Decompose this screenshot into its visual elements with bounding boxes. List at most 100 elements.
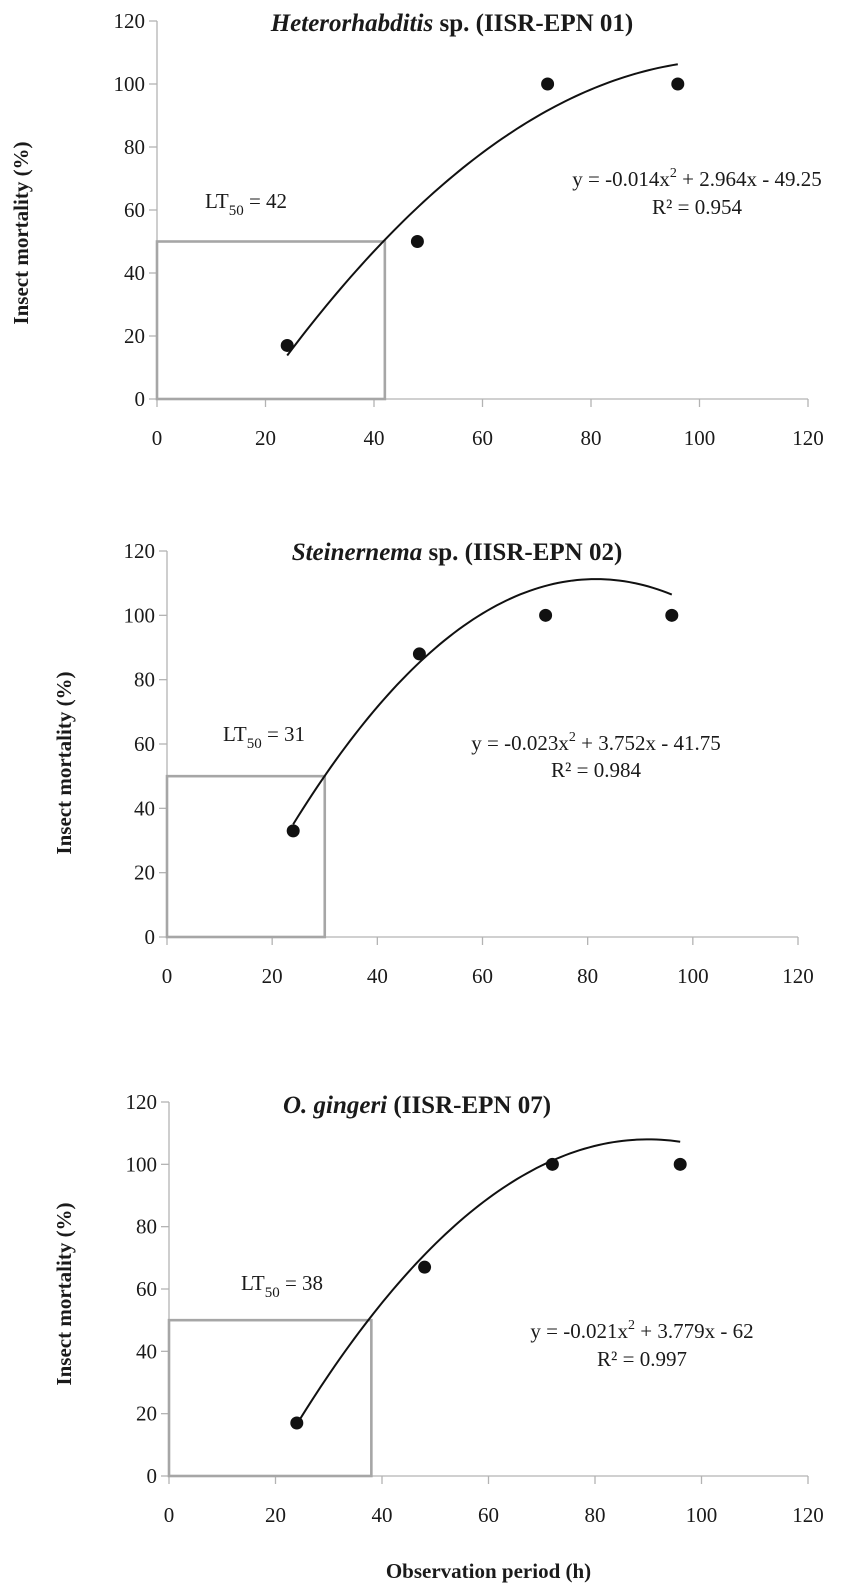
x-axis-label: Observation period (h) [386,1559,591,1583]
y-tick-label: 20 [134,861,155,885]
data-point [280,338,294,352]
y-tick-label: 120 [124,539,156,563]
y-tick-label: 40 [124,261,145,285]
equation-part: + 3.752x - 41.75 [576,731,721,755]
data-point [410,235,424,248]
x-tick-label: 120 [782,964,814,988]
x-tick-label: 0 [162,964,173,988]
x-tick-label: 60 [472,426,493,450]
data-point [290,1416,304,1430]
equation-exponent: 2 [628,1318,635,1333]
x-tick-label: 40 [367,964,388,988]
trendline [295,1138,681,1425]
y-tick-label: 40 [136,1339,157,1363]
lt50-value: = 38 [280,1271,323,1295]
lt50-label: LT50 = 42 [205,189,287,219]
x-tick-label: 80 [581,426,602,450]
x-tick-label: 60 [472,964,493,988]
lt50-label: LT50 = 38 [241,1271,323,1301]
y-tick-label: 0 [135,387,146,411]
data-point [541,77,555,91]
lt50-subscript: 50 [229,203,244,219]
y-tick-label: 80 [124,135,145,159]
equation-part: + 3.779x - 62 [635,1319,754,1343]
regression-equation: y = -0.014x2 + 2.964x - 49.25 [572,166,821,191]
x-tick-label: 20 [265,1503,286,1527]
regression-equation: y = -0.021x2 + 3.779x - 62 [530,1318,753,1343]
y-tick-label: 20 [136,1402,157,1426]
data-point [539,608,553,622]
lt50-prefix: LT [223,722,247,746]
equation-exponent: 2 [670,166,677,181]
trendline [292,578,673,825]
lt50-prefix: LT [205,189,229,213]
chart-title-species: Heterorhabditis [270,10,434,37]
x-tick-label: 40 [372,1503,393,1527]
chart-panel-2: 0 20 40 60 80 100 120 0 20 40 60 80 100 120 Steinernem… [52,539,814,988]
r-squared-label: R² = 0.984 [551,758,641,782]
y-tick-label: 120 [114,9,146,33]
x-tick-label: 0 [152,426,163,450]
y-axis-label: Insect mortality (%) [52,671,76,854]
x-tick-label: 120 [792,426,824,450]
data-point [286,824,300,838]
lt50-label: LT50 = 31 [223,722,305,752]
y-tick-label: 100 [114,72,146,96]
lt50-box [155,240,387,401]
y-tick-label: 120 [126,1090,158,1114]
y-tick-label: 80 [134,668,155,692]
lt50-subscript: 50 [247,736,262,752]
y-tick-label: 40 [134,796,155,820]
regression-equation: y = -0.023x2 + 3.752x - 41.75 [471,730,720,755]
equation-part: y = -0.023x [471,731,569,755]
r-squared-label: R² = 0.997 [597,1347,687,1371]
x-tick-label: 100 [684,426,716,450]
equation-part: y = -0.014x [572,167,670,191]
chart-title-species: O. gingeri [283,1092,387,1119]
y-axis-label: Insect mortality (%) [9,141,33,324]
data-point [545,1157,559,1171]
y-tick-label: 60 [124,198,145,222]
chart-title: O. gingeri (IISR-EPN 07) [283,1092,551,1119]
chart-title-strain: sp. (IISR-EPN 02) [422,539,622,566]
y-tick-label: 100 [126,1152,158,1176]
chart-panel-1: 0 20 40 60 80 100 120 0 20 40 60 80 100 120 Heterorhab… [9,9,824,450]
data-point [412,647,426,661]
y-tick-label: 0 [145,925,156,949]
data-point [673,1157,687,1171]
r-squared-label: R² = 0.954 [652,195,742,219]
lt50-prefix: LT [241,1271,265,1295]
x-tick-label: 100 [686,1503,718,1527]
chart-title-strain: (IISR-EPN 07) [387,1092,551,1119]
data-point [418,1260,432,1274]
data-point [665,608,679,622]
y-axis-label: Insect mortality (%) [52,1202,76,1385]
x-tick-label: 20 [262,964,283,988]
y-tick-label: 100 [124,603,156,627]
x-tick-label: 80 [585,1503,606,1527]
lt50-value: = 31 [262,722,305,746]
y-tick-label: 0 [147,1464,158,1488]
y-tick-label: 60 [134,732,155,756]
equation-part: + 2.964x - 49.25 [677,167,822,191]
lt50-box [165,774,327,939]
y-tick-label: 60 [136,1277,157,1301]
lt50-subscript: 50 [265,1285,280,1301]
lt50-value: = 42 [244,189,287,213]
x-tick-label: 0 [164,1503,175,1527]
x-tick-label: 20 [255,426,276,450]
chart-title-strain: sp. (IISR-EPN 01) [433,10,633,37]
x-tick-label: 40 [364,426,385,450]
y-tick-label: 20 [124,324,145,348]
x-tick-label: 80 [577,964,598,988]
x-tick-label: 100 [677,964,709,988]
equation-exponent: 2 [569,730,576,745]
x-tick-label: 120 [792,1503,824,1527]
chart-panel-3: 0 20 40 60 80 100 120 0 20 40 60 80 100 120 O. gingeri… [52,1090,824,1583]
chart-title-species: Steinernema [292,539,423,566]
equation-part: y = -0.021x [530,1319,628,1343]
chart-title: Steinernema sp. (IISR-EPN 02) [292,539,623,566]
data-point [671,77,685,91]
lt50-box [167,1318,373,1478]
